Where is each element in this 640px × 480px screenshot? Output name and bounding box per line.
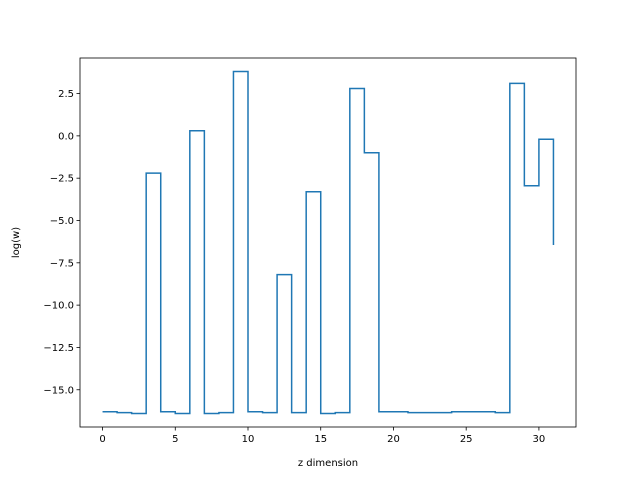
y-tick-label: −7.5 xyxy=(50,258,74,269)
y-tick-label: −15.0 xyxy=(43,385,74,396)
y-tick-label: −12.5 xyxy=(43,343,74,354)
axes-frame xyxy=(79,57,577,428)
x-axis-label: z dimension xyxy=(298,458,358,469)
x-tick-label: 5 xyxy=(172,434,178,445)
x-axis-ticks: 0 5 10 15 20 25 30 xyxy=(99,427,545,445)
x-tick-label: 15 xyxy=(314,434,327,445)
x-tick-label: 30 xyxy=(533,434,546,445)
data-line xyxy=(102,70,555,415)
y-tick-label: −5.0 xyxy=(50,216,74,227)
x-tick-label: 25 xyxy=(460,434,473,445)
y-tick-label: −2.5 xyxy=(50,174,74,185)
y-tick-label: −10.0 xyxy=(43,301,74,312)
y-tick-label: 2.5 xyxy=(58,89,74,100)
y-tick-label: 0.0 xyxy=(58,131,74,142)
x-tick-label: 20 xyxy=(387,434,400,445)
y-axis-label: log(w) xyxy=(11,227,22,258)
x-tick-label: 10 xyxy=(242,434,255,445)
x-tick-label: 0 xyxy=(99,434,105,445)
y-axis-ticks: −15.0 −12.5 −10.0 −7.5 −5.0 −2.5 0.0 2.5 xyxy=(43,89,80,396)
plot-area xyxy=(102,70,555,415)
